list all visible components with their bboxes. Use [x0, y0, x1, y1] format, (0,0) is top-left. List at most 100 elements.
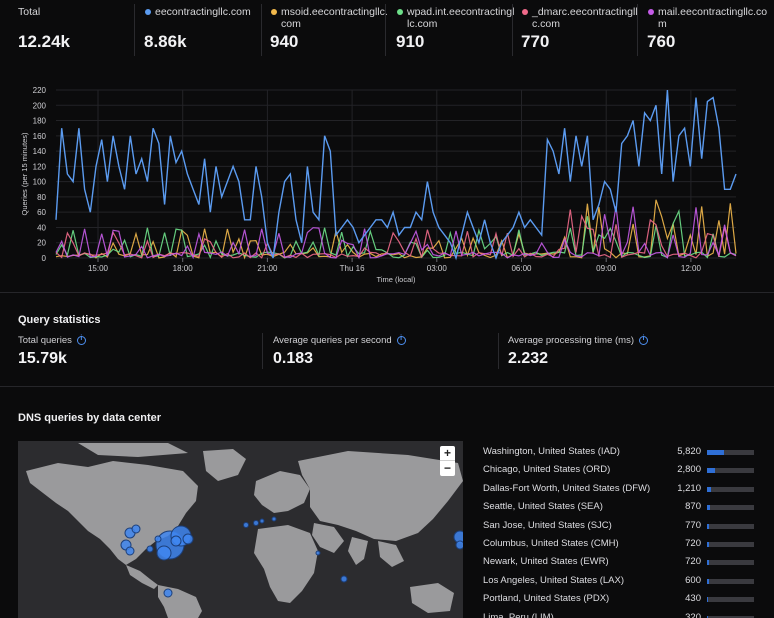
datacenter-row[interactable]: San Jose, United States (SJC) 770 — [483, 518, 759, 536]
series-color-dot — [522, 9, 528, 15]
series-name: wpad.int.eecontractingl lc.com — [407, 6, 515, 30]
datacenter-city: Lima, Peru (LIM) — [483, 611, 554, 618]
land-australia — [410, 583, 454, 613]
series-name: eecontractingllc.com — [155, 6, 251, 18]
world-map-svg — [26, 443, 463, 618]
y-tick-label: 160 — [33, 132, 47, 141]
x-axis-title: Time (local) — [377, 275, 416, 284]
y-tick-label: 60 — [37, 208, 46, 217]
y-tick-label: 180 — [33, 117, 47, 126]
datacenter-city: Los Angeles, United States (LAX) — [483, 574, 624, 586]
bubble-small — [271, 516, 277, 522]
series-legend-item[interactable]: mail.eecontractingllc.co m 760 — [647, 0, 767, 58]
x-tick-label: 06:00 — [511, 264, 532, 273]
land-southeast-asia — [378, 541, 404, 567]
datacenter-city: Newark, United States (EWR) — [483, 556, 609, 568]
queries-time-series-chart[interactable]: 0 20 40 60 80 100 120 140 160 180 200 220 15:00 18:00… — [0, 78, 774, 288]
series-name: _dmarc.eecontractingll c.com — [532, 6, 638, 30]
bubble-small — [243, 522, 249, 528]
bubble-small — [455, 540, 463, 550]
datacenter-share-bar — [707, 541, 754, 547]
land-india — [348, 537, 368, 565]
datacenter-share-fill — [707, 505, 710, 511]
x-tick-label: 15:00 — [88, 264, 109, 273]
info-icon[interactable] — [76, 335, 86, 345]
stat-value: 0.183 — [273, 350, 314, 367]
datacenter-count: 5,820 — [677, 446, 701, 457]
bubble-small — [259, 518, 265, 524]
datacenter-share-bar — [707, 615, 754, 618]
datacenter-row[interactable]: Portland, United States (PDX) 430 — [483, 591, 759, 609]
series-value: 910 — [396, 32, 425, 51]
datacenter-share-bar — [707, 560, 754, 566]
bubble-small — [253, 520, 259, 526]
y-axis-title: Queries (per 15 minutes) — [20, 132, 29, 215]
datacenter-row[interactable]: Dallas-Fort Worth, United States (DFW) 1,… — [483, 481, 759, 499]
query-statistics-title: Query statistics — [18, 314, 101, 326]
series-legend-item[interactable]: wpad.int.eecontractingl lc.com 910 — [396, 0, 515, 58]
datacenter-row[interactable]: Columbus, United States (CMH) 720 — [483, 536, 759, 554]
datacenter-row[interactable]: Chicago, United States (ORD) 2,800 — [483, 462, 759, 480]
series-name: msoid.eecontractingllc. com — [281, 6, 388, 30]
series-value: 8.86k — [144, 32, 187, 51]
y-tick-label: 140 — [33, 147, 47, 156]
datacenter-share-bar — [707, 597, 754, 603]
bubble-dfw — [156, 545, 172, 561]
series-color-dot — [648, 9, 654, 15]
datacenter-share-fill — [707, 541, 710, 547]
bubble-pdx — [131, 524, 141, 534]
datacenter-share-fill — [707, 486, 711, 492]
datacenter-row[interactable]: Los Angeles, United States (LAX) 600 — [483, 573, 759, 591]
world-map[interactable]: + − — [18, 441, 463, 618]
datacenter-city: Dallas-Fort Worth, United States (DFW) — [483, 482, 651, 494]
land-south-america — [158, 585, 202, 618]
datacenter-row[interactable]: Lima, Peru (LIM) 320 — [483, 610, 759, 618]
stat-avg-processing-time: Average processing time (ms) 2.232 — [508, 335, 649, 368]
series-legend-item[interactable]: eecontractingllc.com 8.86k — [144, 0, 259, 58]
y-tick-label: 0 — [42, 254, 47, 263]
datacenter-city: Washington, United States (IAD) — [483, 446, 620, 457]
series-line-eecontractingllc — [55, 89, 737, 261]
datacenter-share-bar — [707, 450, 754, 455]
map-zoom-controls: + − — [440, 446, 455, 476]
x-tick-label: 09:00 — [596, 264, 617, 273]
info-icon[interactable] — [396, 335, 406, 345]
minor-series-line — [55, 209, 737, 259]
datacenter-count: 320 — [685, 611, 701, 618]
land-greenland — [203, 449, 246, 481]
info-icon[interactable] — [639, 335, 649, 345]
stat-value: 2.232 — [508, 350, 549, 367]
datacenter-share-fill — [707, 615, 708, 618]
series-color-dot — [397, 9, 403, 15]
datacenter-share-bar — [707, 578, 754, 584]
zoom-in-button[interactable]: + — [440, 446, 455, 461]
total-summary: Total 12.24k — [18, 0, 128, 58]
land-africa — [254, 525, 318, 603]
datacenter-share-bar — [707, 505, 754, 511]
land-arctic — [78, 443, 188, 457]
datacenter-share-bar — [707, 523, 754, 529]
y-tick-label: 80 — [37, 193, 46, 202]
datacenter-count: 870 — [685, 501, 701, 513]
zoom-out-button[interactable]: − — [443, 461, 451, 475]
datacenter-city: Chicago, United States (ORD) — [483, 464, 611, 476]
series-legend-item[interactable]: msoid.eecontractingllc. com 940 — [270, 0, 388, 58]
series-legend-item[interactable]: _dmarc.eecontractingll c.com 770 — [521, 0, 638, 58]
datacenter-row[interactable]: Seattle, United States (SEA) 870 — [483, 499, 759, 517]
stat-label: Average queries per second — [273, 335, 392, 346]
datacenter-count: 1,210 — [677, 482, 701, 494]
minor-series-line — [55, 199, 737, 260]
datacenter-city: Columbus, United States (CMH) — [483, 537, 619, 549]
series-value: 770 — [521, 32, 550, 51]
datacenter-share-fill — [707, 523, 710, 529]
land-middle-east — [312, 523, 344, 553]
x-tick-label: 03:00 — [427, 264, 448, 273]
land-europe — [254, 471, 310, 513]
datacenter-row[interactable]: Washington, United States (IAD) 5,820 — [483, 444, 759, 462]
x-tick-label: 12:00 — [681, 264, 702, 273]
datacenter-row[interactable]: Newark, United States (EWR) 720 — [483, 554, 759, 572]
series-value: 760 — [647, 32, 676, 51]
bubble-small — [315, 550, 321, 556]
datacenter-count: 720 — [685, 537, 701, 549]
stat-total-queries: Total queries 15.79k — [18, 335, 86, 368]
